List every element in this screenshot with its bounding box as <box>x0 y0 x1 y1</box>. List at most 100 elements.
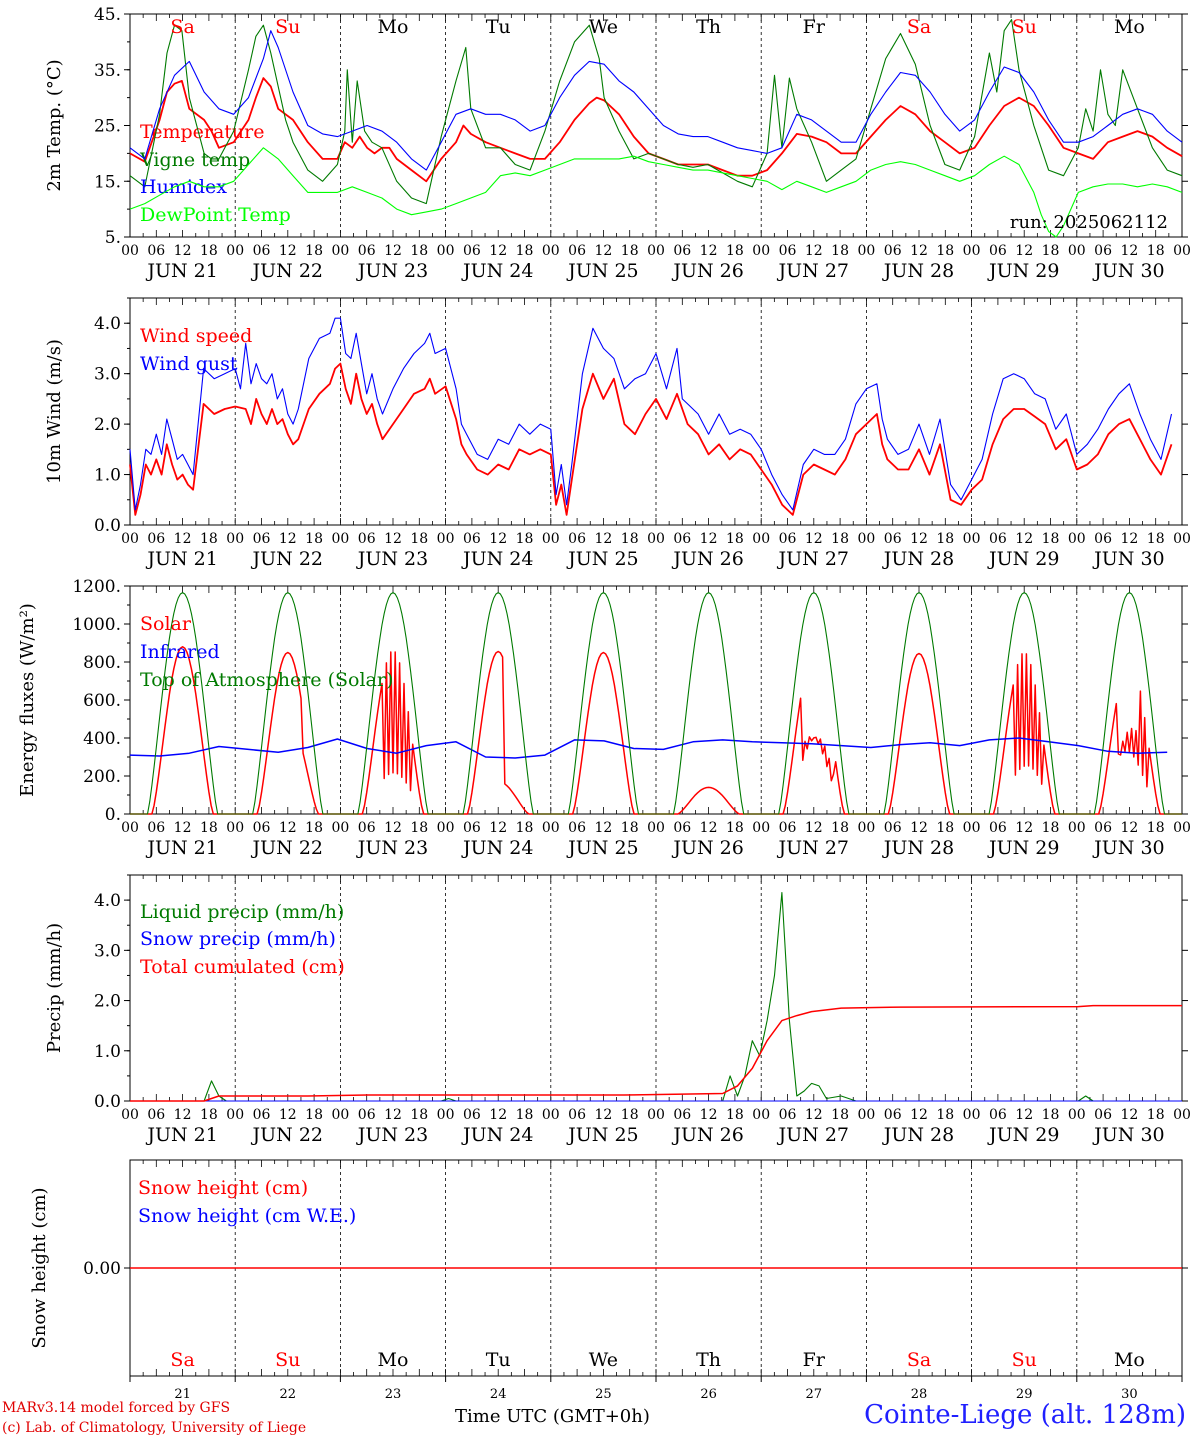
day-name-label: We <box>589 16 618 38</box>
hour-tick-label: 00 <box>437 531 455 547</box>
hour-tick-label: 12 <box>489 531 507 547</box>
hour-tick-label: 00 <box>857 243 875 259</box>
hour-tick-label: 00 <box>1173 820 1191 836</box>
y-tick-label: 0.00 <box>83 1259 121 1279</box>
legend-entry: Total cumulated (cm) <box>140 956 345 978</box>
hour-tick-label: 12 <box>279 820 297 836</box>
date-label: JUN 24 <box>461 837 533 859</box>
hour-tick-label: 00 <box>752 243 770 259</box>
y-axis-label: Energy fluxes (W/m²) <box>17 603 38 797</box>
series-line-vigne-temp <box>129 19 1183 205</box>
hour-tick-label: 00 <box>542 1107 560 1123</box>
hour-tick-label: 12 <box>174 820 192 836</box>
hour-tick-label: 12 <box>910 820 928 836</box>
y-axis-label: Snow height (cm) <box>29 1187 50 1348</box>
day-name-label: Mo <box>378 1349 409 1371</box>
hour-tick-label: 12 <box>594 531 612 547</box>
hour-tick-label: 06 <box>779 1107 797 1123</box>
y-tick-label: 1200. <box>72 577 121 597</box>
day-name-label: Sa <box>907 1349 931 1371</box>
hour-tick-label: 00 <box>647 243 665 259</box>
hour-tick-label: 12 <box>805 531 823 547</box>
y-tick-label: 0.0 <box>94 516 121 536</box>
y-tick-label: 15. <box>94 172 121 192</box>
hour-tick-label: 12 <box>384 243 402 259</box>
hour-tick-label: 18 <box>831 820 849 836</box>
hour-tick-label: 18 <box>1147 531 1165 547</box>
hour-tick-label: 12 <box>1015 1107 1033 1123</box>
hour-tick-label: 00 <box>226 531 244 547</box>
hour-tick-label: 18 <box>305 1107 323 1123</box>
hour-tick-label: 12 <box>174 1107 192 1123</box>
hour-tick-label: 00 <box>226 243 244 259</box>
y-tick-label: 2.0 <box>94 992 121 1012</box>
date-label: JUN 29 <box>987 837 1059 859</box>
legend-entry: Snow precip (mm/h) <box>140 928 336 950</box>
y-tick-label: 0. <box>105 805 121 825</box>
hour-tick-label: 18 <box>831 243 849 259</box>
y-tick-label: 5. <box>105 228 121 248</box>
hour-tick-label: 18 <box>516 1107 534 1123</box>
hour-tick-label: 00 <box>121 1107 139 1123</box>
hour-tick-label: 00 <box>331 1107 349 1123</box>
hour-tick-label: 18 <box>936 1107 954 1123</box>
y-tick-label: 35. <box>94 61 121 81</box>
hour-tick-label: 06 <box>568 820 586 836</box>
hour-tick-label: 12 <box>700 1107 718 1123</box>
hour-tick-label: 18 <box>726 820 744 836</box>
hour-tick-label: 00 <box>963 531 981 547</box>
hour-tick-label: 00 <box>1068 1107 1086 1123</box>
hour-tick-label: 06 <box>779 820 797 836</box>
hour-tick-label: 00 <box>647 820 665 836</box>
hour-tick-label: 00 <box>963 1107 981 1123</box>
y-tick-label: 200. <box>83 767 121 787</box>
model-credit: MARv3.14 model forced by GFS <box>2 1400 231 1416</box>
date-label: JUN 28 <box>882 837 954 859</box>
day-number-label: 26 <box>700 1387 717 1402</box>
hour-tick-label: 00 <box>121 243 139 259</box>
date-label: JUN 26 <box>671 837 743 859</box>
hour-tick-label: 12 <box>384 820 402 836</box>
hour-tick-label: 00 <box>331 531 349 547</box>
day-number-label: 24 <box>490 1387 507 1402</box>
series-line-temperature <box>129 77 1183 183</box>
hour-tick-label: 00 <box>121 820 139 836</box>
hour-tick-label: 06 <box>358 1107 376 1123</box>
legend-entry: Solar <box>140 613 192 635</box>
hour-tick-label: 00 <box>857 1107 875 1123</box>
hour-tick-label: 12 <box>1015 820 1033 836</box>
hour-tick-label: 06 <box>1094 1107 1112 1123</box>
hour-tick-label: 12 <box>174 243 192 259</box>
date-label: JUN 28 <box>882 260 954 282</box>
series-line-wind-speed <box>129 362 1173 516</box>
hour-tick-label: 00 <box>331 243 349 259</box>
y-tick-label: 1.0 <box>94 1042 121 1062</box>
hour-tick-label: 00 <box>226 820 244 836</box>
hour-tick-label: 18 <box>726 1107 744 1123</box>
date-label: JUN 22 <box>251 1124 323 1146</box>
hour-tick-label: 00 <box>331 820 349 836</box>
hour-tick-label: 18 <box>726 243 744 259</box>
hour-tick-label: 06 <box>1094 820 1112 836</box>
hour-tick-label: 18 <box>410 531 428 547</box>
hour-tick-label: 06 <box>253 820 271 836</box>
hour-tick-label: 06 <box>989 820 1007 836</box>
day-number-label: 25 <box>595 1387 612 1402</box>
hour-tick-label: 00 <box>1173 531 1191 547</box>
date-label: JUN 30 <box>1092 548 1164 570</box>
hour-tick-label: 00 <box>1173 243 1191 259</box>
date-label: JUN 26 <box>671 548 743 570</box>
hour-tick-label: 00 <box>542 243 560 259</box>
y-tick-label: 4.0 <box>94 891 121 911</box>
hour-tick-label: 06 <box>147 820 165 836</box>
hour-tick-label: 12 <box>1015 531 1033 547</box>
hour-tick-label: 00 <box>437 243 455 259</box>
hour-tick-label: 18 <box>936 531 954 547</box>
day-number-label: 27 <box>806 1387 823 1402</box>
hour-tick-label: 06 <box>779 531 797 547</box>
hour-tick-label: 18 <box>305 531 323 547</box>
date-label: JUN 25 <box>566 837 638 859</box>
hour-tick-label: 06 <box>884 531 902 547</box>
date-label: JUN 27 <box>777 1124 849 1146</box>
hour-tick-label: 12 <box>1120 243 1138 259</box>
